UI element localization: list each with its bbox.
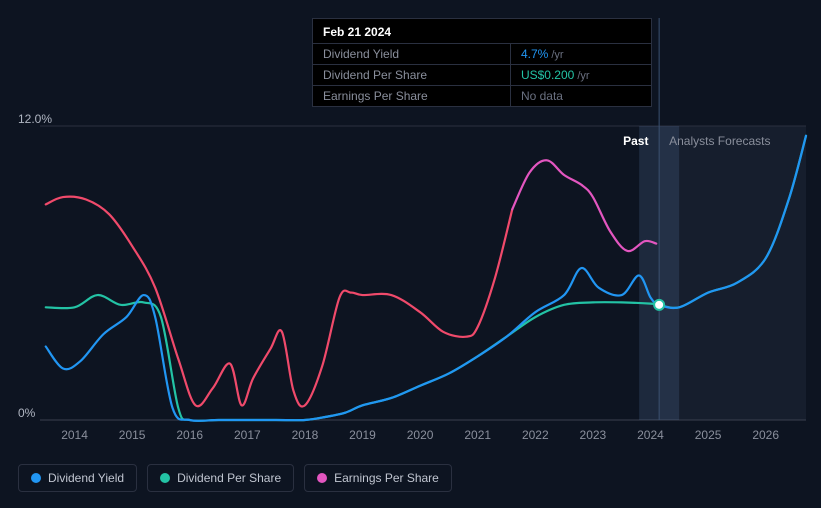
legend-label: Earnings Per Share bbox=[334, 471, 439, 485]
legend-label: Dividend Per Share bbox=[177, 471, 281, 485]
legend-dot bbox=[317, 473, 327, 483]
x-axis-tick: 2019 bbox=[349, 428, 376, 442]
y-axis-label: 12.0% bbox=[18, 112, 52, 126]
tooltip-row: Dividend Per ShareUS$0.200 /yr bbox=[313, 65, 651, 86]
y-axis-label: 0% bbox=[18, 406, 35, 420]
line-eps-past bbox=[46, 197, 513, 407]
x-axis-tick: 2022 bbox=[522, 428, 549, 442]
x-axis-tick: 2020 bbox=[407, 428, 434, 442]
x-axis-tick: 2025 bbox=[695, 428, 722, 442]
region-label-forecast: Analysts Forecasts bbox=[669, 134, 770, 148]
tooltip-table: Dividend Yield4.7% /yrDividend Per Share… bbox=[313, 43, 651, 106]
legend-item[interactable]: Dividend Per Share bbox=[147, 464, 294, 492]
tooltip-row-value: No data bbox=[510, 86, 651, 107]
dividend-chart: { "layout": { "width": 821, "height": 50… bbox=[0, 0, 821, 508]
tooltip-row: Earnings Per ShareNo data bbox=[313, 86, 651, 107]
x-axis-tick: 2014 bbox=[61, 428, 88, 442]
legend-dot bbox=[160, 473, 170, 483]
tooltip-row-label: Dividend Yield bbox=[313, 44, 510, 65]
tooltip-row-value: 4.7% /yr bbox=[510, 44, 651, 65]
hover-tooltip: Feb 21 2024 Dividend Yield4.7% /yrDivide… bbox=[312, 18, 652, 107]
tooltip-date: Feb 21 2024 bbox=[313, 19, 651, 43]
legend-label: Dividend Yield bbox=[48, 471, 124, 485]
x-axis-tick: 2024 bbox=[637, 428, 664, 442]
x-axis-tick: 2021 bbox=[464, 428, 491, 442]
x-axis-tick: 2023 bbox=[580, 428, 607, 442]
x-axis: 2014 2015 2016 2017 2018 2019 2020 2021 2022 2023… bbox=[0, 428, 821, 448]
x-axis-tick: 2026 bbox=[752, 428, 779, 442]
line-eps-recent bbox=[512, 160, 656, 251]
x-axis-tick: 2017 bbox=[234, 428, 261, 442]
tooltip-row-label: Earnings Per Share bbox=[313, 86, 510, 107]
legend-dot bbox=[31, 473, 41, 483]
tooltip-row-value: US$0.200 /yr bbox=[510, 65, 651, 86]
x-axis-tick: 2016 bbox=[176, 428, 203, 442]
tooltip-row-label: Dividend Per Share bbox=[313, 65, 510, 86]
region-label-past: Past bbox=[623, 134, 648, 148]
x-axis-tick: 2015 bbox=[119, 428, 146, 442]
legend-item[interactable]: Dividend Yield bbox=[18, 464, 137, 492]
legend-item[interactable]: Earnings Per Share bbox=[304, 464, 452, 492]
legend: Dividend Yield Dividend Per Share Earnings… bbox=[18, 464, 452, 492]
x-axis-tick: 2018 bbox=[292, 428, 319, 442]
tooltip-row: Dividend Yield4.7% /yr bbox=[313, 44, 651, 65]
marker-dot bbox=[654, 300, 664, 310]
